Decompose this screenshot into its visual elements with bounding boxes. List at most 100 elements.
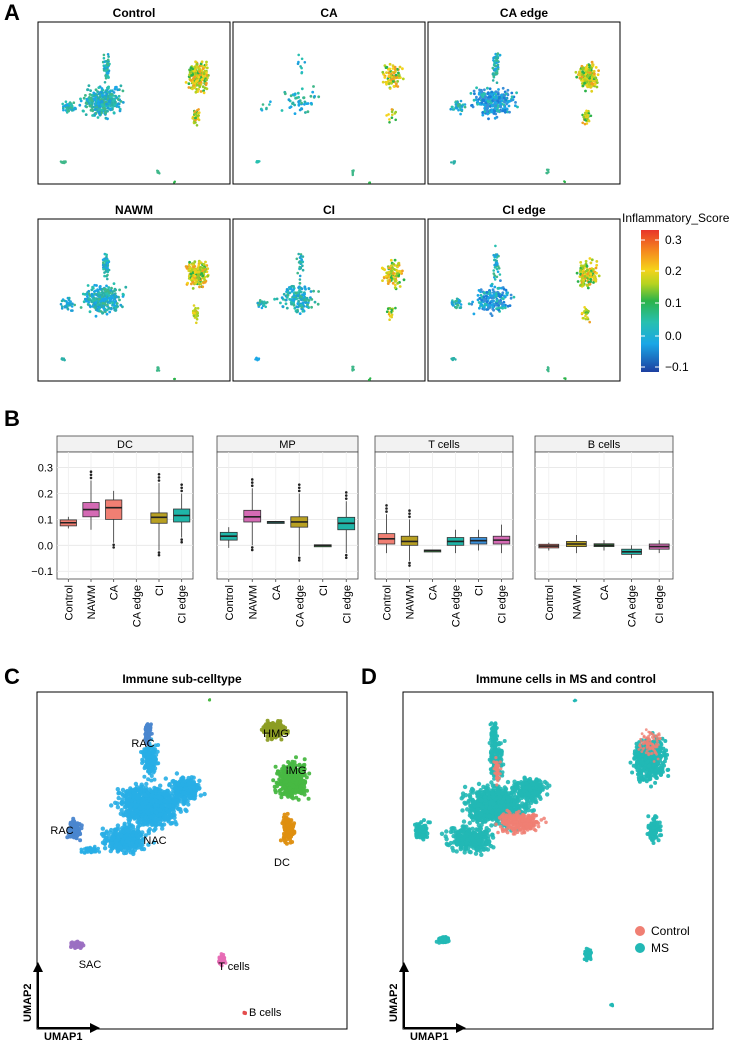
inflammatory-score-legend-title: Inflammatory_Score <box>622 211 730 225</box>
cluster-label-img: IMG <box>286 765 307 777</box>
umap-facet-frame <box>37 21 231 185</box>
y-tick-label: 0.3 <box>38 463 53 475</box>
box-outlier <box>180 538 183 541</box>
panel-a-umap-grid: Control CA CA edge NAWM CI CI edge <box>37 6 621 382</box>
box-outlier <box>89 473 93 477</box>
panel-c-cluster-labels: RAC RAC NAC HMG IMG DC SAC T cells B cells <box>50 728 306 1019</box>
box-outlier <box>250 478 254 481</box>
umap-facet-points <box>450 244 601 381</box>
colorbar-ticks: 0.3 0.2 0.1 0.0 −0.1 <box>641 233 689 374</box>
legend-control-dot <box>635 926 645 936</box>
x-tick-label: NAWM <box>86 585 98 619</box>
x-tick-label: CI edge <box>654 585 666 624</box>
colorbar-tick-label: 0.1 <box>665 296 682 310</box>
legend-control-label: Control <box>651 924 690 938</box>
facet-strip-label: T cells <box>428 439 460 451</box>
box-outlier <box>89 470 93 473</box>
box-outlier <box>157 472 161 476</box>
cluster-label-nac: NAC <box>143 835 166 847</box>
x-tick-label: CA edge <box>627 585 639 627</box>
facet-strip-label: MP <box>279 439 296 451</box>
box-outlier <box>344 491 348 494</box>
panel-d-legend: Control MS <box>635 924 690 955</box>
box-outlier <box>112 546 115 549</box>
umap-facet-frame <box>427 218 621 382</box>
inflammatory-score-colorbar <box>641 230 659 372</box>
cluster-label-rac: RAC <box>131 738 154 750</box>
x-tick-label: Control <box>224 585 236 620</box>
panel-d-xlabel: UMAP1 <box>410 1031 449 1042</box>
panel-c-xlabel: UMAP1 <box>44 1031 83 1042</box>
box-outlier <box>250 481 254 484</box>
panel-d-umap <box>413 698 671 1008</box>
x-tick-label: CA <box>109 584 121 600</box>
box-outlier <box>385 510 388 513</box>
box-outlier <box>157 476 161 479</box>
x-tick-label: CA <box>599 584 611 600</box>
umap-facet-title: CA <box>320 6 338 20</box>
umap-facet-frame <box>427 21 621 185</box>
panel-c-axes-arrows <box>33 962 100 1033</box>
umap-facet-frame <box>232 21 426 185</box>
colorbar-tick-label: 0.3 <box>665 233 682 247</box>
panel-c-frame <box>36 691 348 1030</box>
cluster-label-rac: RAC <box>50 825 73 837</box>
x-tick-label: CI <box>154 585 166 596</box>
box-outlier <box>408 564 411 567</box>
box-outlier <box>250 484 254 487</box>
panel-c-letter: C <box>4 664 20 689</box>
panel-d-letter: D <box>361 664 377 689</box>
umap-facet-title: CI edge <box>502 203 546 217</box>
cluster-label-dc: DC <box>274 857 290 869</box>
facet-panel <box>56 451 194 580</box>
panel-d-frame <box>402 691 714 1030</box>
x-tick-label: CI edge <box>341 585 353 624</box>
box-outlier <box>180 486 183 490</box>
colorbar-tick-label: 0.2 <box>665 264 682 278</box>
box-outlier <box>180 540 183 544</box>
y-tick-label: 0.0 <box>38 540 53 552</box>
cluster-label-sac: SAC <box>79 959 102 971</box>
box-outlier <box>344 556 348 560</box>
umap-facet-title: NAWM <box>115 203 153 217</box>
x-tick-label: NAWM <box>571 585 583 619</box>
umap-facet-points <box>255 53 405 184</box>
x-tick-label: CA <box>271 584 283 600</box>
x-tick-label: Control <box>63 585 75 620</box>
box-outlier <box>297 486 301 490</box>
x-tick-label: CA <box>428 584 440 600</box>
y-tick-label: 0.2 <box>38 489 53 501</box>
x-tick-label: Control <box>382 585 394 620</box>
box-outlier <box>408 515 411 519</box>
panel-d-axes-arrows <box>399 962 466 1033</box>
box-ca <box>105 499 123 520</box>
box-outlier <box>344 553 348 557</box>
box-outlier <box>297 556 301 560</box>
panel-d-title: Immune cells in MS and control <box>476 672 656 686</box>
cluster-label-b-cells: B cells <box>249 1007 282 1019</box>
box-outlier <box>157 553 161 557</box>
panel-b-letter: B <box>4 406 20 431</box>
colorbar-tick-label: −0.1 <box>665 360 689 374</box>
x-tick-label: CI <box>318 585 330 596</box>
legend-ms-dot <box>635 943 645 953</box>
box-outlier <box>297 489 301 493</box>
box-outlier <box>408 512 411 515</box>
panel-b-boxplots: 0.3 0.2 0.1 0.0 −0.1 DC Control NAWM CA CA edge CI… <box>31 435 674 627</box>
umap-facet-title: CA edge <box>500 6 549 20</box>
box-outlier <box>157 551 161 554</box>
umap-facet-title: Control <box>113 6 156 20</box>
cluster-label-t-cells: T cells <box>218 961 250 973</box>
x-tick-label: NAWM <box>247 585 259 619</box>
panel-c-ylabel: UMAP2 <box>22 983 34 1022</box>
panel-a-letter: A <box>4 0 20 25</box>
facet-panel <box>216 451 359 580</box>
box-outlier <box>385 504 388 507</box>
umap-facet-frame <box>232 218 426 382</box>
panel-c-title: Immune sub-celltype <box>122 672 242 686</box>
box-outlier <box>344 494 348 497</box>
umap-facet-frame <box>37 218 231 382</box>
box-outlier <box>344 497 348 500</box>
box-outlier <box>180 483 183 486</box>
